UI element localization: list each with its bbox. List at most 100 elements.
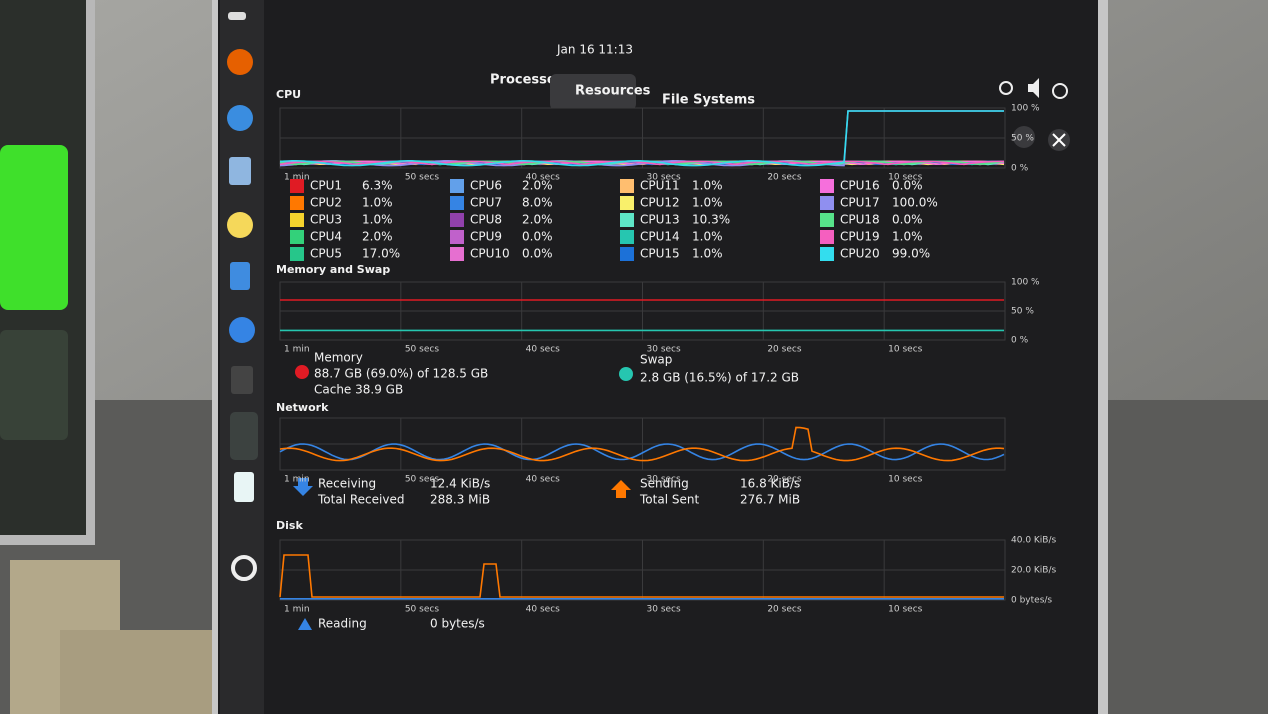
total-received: 288.3 MiB [430, 493, 490, 507]
tab-file-systems[interactable]: File Systems [662, 93, 755, 108]
cpu-value: 0.0% [892, 179, 923, 193]
cpu-name: CPU5 [310, 247, 342, 261]
writer-icon[interactable] [230, 262, 250, 290]
time-label: 10 secs [888, 605, 922, 615]
tab-active-bg[interactable] [550, 74, 636, 110]
volume-icon[interactable] [1028, 78, 1039, 98]
axis-label: 0 bytes/s [1011, 596, 1052, 606]
time-label: 30 secs [647, 345, 681, 355]
axis-label: 100 % [1011, 104, 1040, 114]
cpu-swatch [450, 247, 464, 261]
cpu-name: CPU2 [310, 196, 342, 210]
receiving-rate: 12.4 KiB/s [430, 477, 490, 491]
cpu-name: CPU18 [840, 213, 880, 227]
cpu-value: 2.0% [522, 179, 553, 193]
time-label: 40 secs [526, 173, 560, 183]
cpu-value: 1.0% [362, 196, 393, 210]
cpu-value: 8.0% [522, 196, 553, 210]
files-icon[interactable] [229, 157, 251, 185]
tab-processes[interactable]: Processes [490, 73, 564, 88]
cpu-swatch [290, 247, 304, 261]
cpu-name: CPU16 [840, 179, 880, 193]
system-monitor-icon[interactable] [230, 412, 258, 460]
cpu-swatch [820, 196, 834, 210]
cpu-swatch [450, 213, 464, 227]
axis-label: 50 % [1011, 307, 1034, 317]
cpu-swatch [290, 196, 304, 210]
cpu-name: CPU13 [640, 213, 680, 227]
reading-icon [298, 618, 312, 630]
cpu-swatch [620, 179, 634, 193]
time-label: 40 secs [526, 475, 560, 485]
time-label: 1 min [284, 345, 310, 355]
time-label: 10 secs [888, 173, 922, 183]
cpu-value: 99.0% [892, 247, 930, 261]
cpu-swatch [820, 213, 834, 227]
disk-title: Disk [276, 519, 303, 532]
memory-label: Memory [314, 351, 363, 365]
axis-label: 0 % [1011, 164, 1029, 174]
reading-label: Reading [318, 617, 367, 631]
cpu-swatch [290, 230, 304, 244]
swap-icon [619, 367, 633, 381]
memory-icon [295, 365, 309, 379]
time-label: 20 secs [767, 475, 801, 485]
power-icon[interactable] [1052, 83, 1068, 99]
cpu-name: CPU12 [640, 196, 680, 210]
clock[interactable]: Jan 16 11:13 [556, 43, 633, 57]
cpu-name: CPU9 [470, 230, 502, 244]
time-label: 1 min [284, 475, 310, 485]
total-sent-label: Total Sent [639, 493, 699, 507]
axis-label: 100 % [1011, 278, 1040, 288]
sending-line [279, 426, 1005, 462]
cpu-swatch [450, 179, 464, 193]
sending-label: Sending [640, 477, 689, 491]
cpu-swatch [620, 247, 634, 261]
network-icon[interactable] [999, 81, 1013, 95]
swap-usage: 2.8 GB (16.5%) of 17.2 GB [640, 371, 799, 385]
maximize-button[interactable] [1013, 126, 1035, 148]
cpu-value: 6.3% [362, 179, 393, 193]
cpu-swatch [290, 179, 304, 193]
cpu-value: 0.0% [892, 213, 923, 227]
cpu-swatch [290, 213, 304, 227]
cpu-swatch [450, 230, 464, 244]
cpu-name: CPU14 [640, 230, 680, 244]
firefox-icon[interactable] [227, 49, 253, 75]
swap-label: Swap [640, 353, 672, 367]
cpu-title: CPU [276, 88, 301, 101]
time-label: 20 secs [767, 173, 801, 183]
time-label: 50 secs [405, 345, 439, 355]
cpu-name: CPU6 [470, 179, 502, 193]
help-icon[interactable] [229, 317, 255, 343]
memory-cache: Cache 38.9 GB [314, 383, 403, 397]
cpu-swatch [620, 213, 634, 227]
memory-title: Memory and Swap [276, 263, 390, 276]
terminal-icon[interactable] [231, 366, 253, 394]
time-label: 40 secs [526, 345, 560, 355]
time-label: 10 secs [888, 345, 922, 355]
sending-icon [611, 480, 631, 498]
thunderbird-icon[interactable] [227, 105, 253, 131]
cpu-value: 1.0% [692, 196, 723, 210]
cpu-swatch [820, 179, 834, 193]
cpu-value: 10.3% [692, 213, 730, 227]
receiving-line [279, 443, 1005, 461]
time-label: 1 min [284, 173, 310, 183]
cpu-name: CPU7 [470, 196, 502, 210]
time-label: 50 secs [405, 605, 439, 615]
tab-resources[interactable]: Resources [575, 84, 651, 99]
cpu-value: 1.0% [692, 247, 723, 261]
cpu-value: 2.0% [362, 230, 393, 244]
axis-label: 0 % [1011, 336, 1029, 346]
cpu-swatch [820, 230, 834, 244]
cpu-swatch [450, 196, 464, 210]
time-label: 10 secs [888, 475, 922, 485]
cpu-swatch [620, 230, 634, 244]
time-label: 1 min [284, 605, 310, 615]
rhythmbox-icon[interactable] [227, 212, 253, 238]
app-icon[interactable] [234, 472, 254, 502]
time-label: 20 secs [767, 605, 801, 615]
apps-grid-icon[interactable] [231, 555, 257, 581]
